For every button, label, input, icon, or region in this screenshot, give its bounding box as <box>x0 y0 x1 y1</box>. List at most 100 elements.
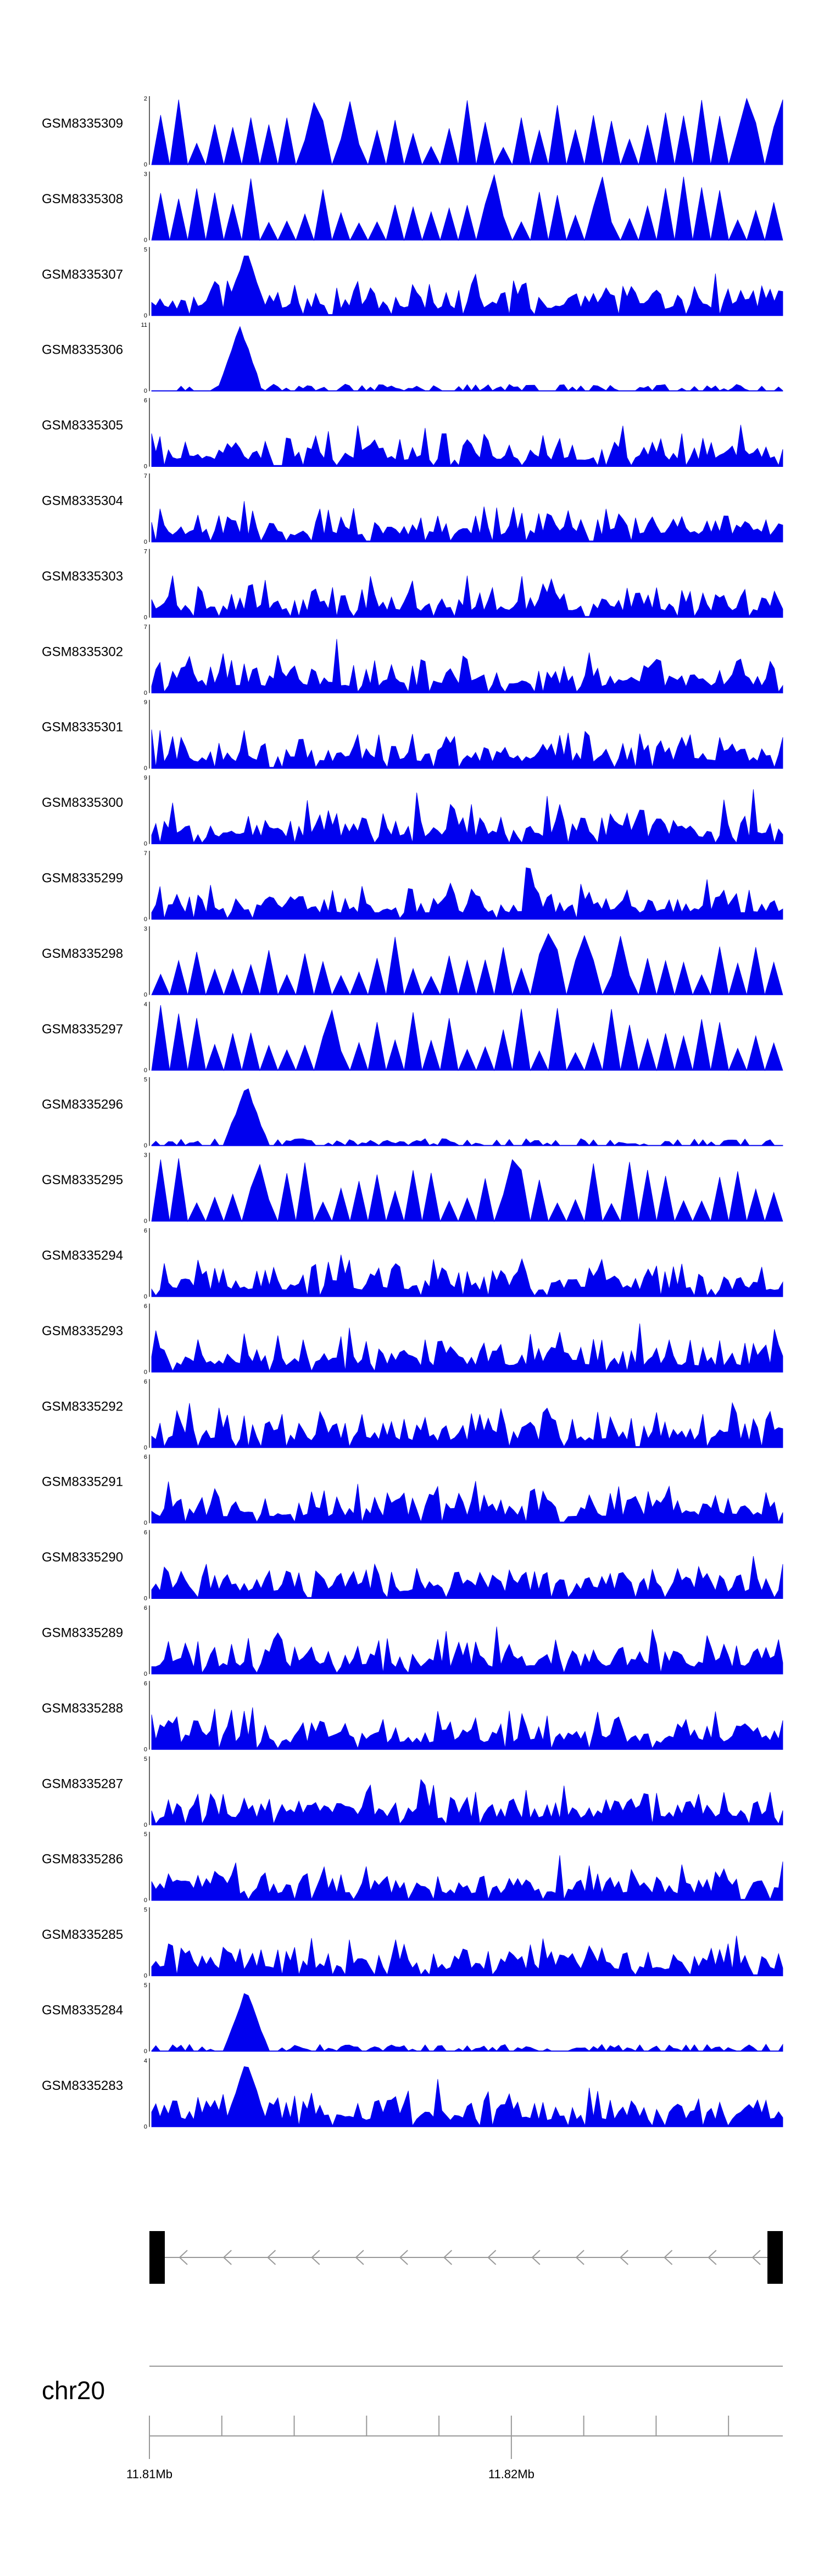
coverage-area <box>151 1323 783 1373</box>
y-tick-zero: 0 <box>144 1596 147 1602</box>
y-tick-zero: 0 <box>144 1445 147 1451</box>
coverage-area <box>151 425 783 467</box>
y-tick-max: 9 <box>144 775 147 782</box>
gene-model-track <box>149 2231 783 2284</box>
y-tick-zero: 0 <box>144 690 147 696</box>
y-tick-max: 4 <box>144 1001 147 1008</box>
y-tick-max: 6 <box>144 1605 147 1612</box>
coverage-track: GSM8335301 9 0 <box>42 699 783 772</box>
coverage-track: GSM8335289 6 0 <box>42 1605 783 1677</box>
track-label: GSM8335298 <box>42 946 123 961</box>
coverage-area <box>151 1005 783 1072</box>
track-label: GSM8335300 <box>42 795 123 810</box>
y-tick-max: 11 <box>141 322 147 328</box>
strand-arrow <box>222 2250 232 2265</box>
track-label: GSM8335288 <box>42 1701 123 1716</box>
strand-arrow <box>575 2250 584 2265</box>
strand-arrow <box>751 2250 761 2265</box>
coverage-area <box>151 1855 783 1901</box>
coverage-track: GSM8335284 5 0 <box>42 1982 783 2055</box>
coverage-track: GSM8335285 5 0 <box>42 1907 783 1980</box>
y-tick-zero: 0 <box>144 614 147 621</box>
y-tick-max: 7 <box>144 850 147 857</box>
strand-arrow <box>355 2250 364 2265</box>
track-label: GSM8335296 <box>42 1097 123 1112</box>
track-label: GSM8335293 <box>42 1324 123 1339</box>
y-tick-zero: 0 <box>144 765 147 772</box>
y-tick-zero: 0 <box>144 313 147 319</box>
coverage-track: GSM8335298 3 0 <box>42 925 783 998</box>
coverage-area <box>151 639 783 694</box>
strand-arrow <box>311 2250 320 2265</box>
coverage-track: GSM8335303 7 0 <box>42 548 783 621</box>
coverage-area <box>151 255 783 316</box>
coverage-tracks: GSM833530920GSM833530830GSM833530750GSM8… <box>42 96 783 2130</box>
coverage-track: GSM8335296 5 0 <box>42 1077 783 1149</box>
y-tick-zero: 0 <box>144 2048 147 2055</box>
coverage-track: GSM8335291 6 0 <box>42 1454 783 1526</box>
track-label: GSM8335299 <box>42 871 123 886</box>
coverage-area <box>151 97 783 166</box>
y-tick-zero: 0 <box>144 1746 147 1753</box>
y-tick-zero: 0 <box>144 1067 147 1074</box>
track-label: GSM8335295 <box>42 1173 123 1187</box>
y-tick-zero: 0 <box>144 1520 147 1526</box>
strand-arrow <box>179 2250 188 2265</box>
track-label: GSM8335285 <box>42 1927 123 1942</box>
chromosome-label: chr20 <box>42 2376 105 2405</box>
y-tick-max: 9 <box>144 699 147 706</box>
y-tick-max: 5 <box>144 1077 147 1083</box>
coverage-track: GSM8335283 4 0 <box>42 2058 783 2130</box>
track-label: GSM8335297 <box>42 1022 123 1036</box>
y-tick-max: 6 <box>144 1530 147 1536</box>
y-tick-zero: 0 <box>144 1218 147 1225</box>
coverage-track: GSM8335309 2 0 <box>42 96 783 168</box>
track-label: GSM8335291 <box>42 1475 123 1490</box>
y-tick-max: 4 <box>144 2058 147 2064</box>
track-label: GSM8335308 <box>42 192 123 207</box>
coverage-area <box>151 789 783 844</box>
coverage-track: GSM8335302 7 0 <box>42 624 783 696</box>
strand-arrow <box>619 2250 628 2265</box>
coverage-area <box>151 729 783 769</box>
y-tick-zero: 0 <box>144 1369 147 1375</box>
coverage-area <box>151 1481 783 1524</box>
y-tick-zero: 0 <box>144 1973 147 1980</box>
coverage-track: GSM8335287 5 0 <box>42 1756 783 1828</box>
coverage-track: GSM8335299 7 0 <box>42 850 783 923</box>
track-label: GSM8335283 <box>42 2078 123 2093</box>
exon-block-left <box>149 2231 165 2284</box>
coverage-area <box>151 174 783 241</box>
coverage-track: GSM8335307 5 0 <box>42 247 783 319</box>
y-tick-max: 3 <box>144 1152 147 1159</box>
coverage-area <box>151 933 783 996</box>
exon-block-right <box>767 2231 783 2284</box>
y-tick-zero: 0 <box>144 991 147 998</box>
coverage-track: GSM8335304 7 0 <box>42 473 783 545</box>
coverage-area <box>151 1626 783 1675</box>
track-label: GSM8335303 <box>42 569 123 584</box>
y-tick-max: 6 <box>144 1379 147 1385</box>
y-tick-zero: 0 <box>144 539 147 545</box>
track-label: GSM8335289 <box>42 1626 123 1641</box>
track-label: GSM8335284 <box>42 2003 123 2018</box>
coverage-area <box>151 575 783 618</box>
strand-arrow <box>487 2250 497 2265</box>
strand-arrow <box>664 2250 673 2265</box>
coverage-track: GSM8335290 6 0 <box>42 1530 783 1602</box>
strand-arrow <box>531 2250 541 2265</box>
coverage-area <box>151 1402 783 1448</box>
track-label: GSM8335286 <box>42 1852 123 1867</box>
y-tick-max: 7 <box>144 624 147 631</box>
track-label: GSM8335292 <box>42 1399 123 1414</box>
y-tick-zero: 0 <box>144 1671 147 1677</box>
y-tick-zero: 0 <box>144 237 147 243</box>
y-tick-max: 5 <box>144 1756 147 1763</box>
y-tick-zero: 0 <box>144 388 147 394</box>
y-tick-zero: 0 <box>144 1897 147 1904</box>
track-label: GSM8335287 <box>42 1776 123 1791</box>
y-tick-max: 5 <box>144 1831 147 1838</box>
track-label: GSM8335309 <box>42 116 123 131</box>
coverage-track: GSM8335297 4 0 <box>42 1001 783 1074</box>
